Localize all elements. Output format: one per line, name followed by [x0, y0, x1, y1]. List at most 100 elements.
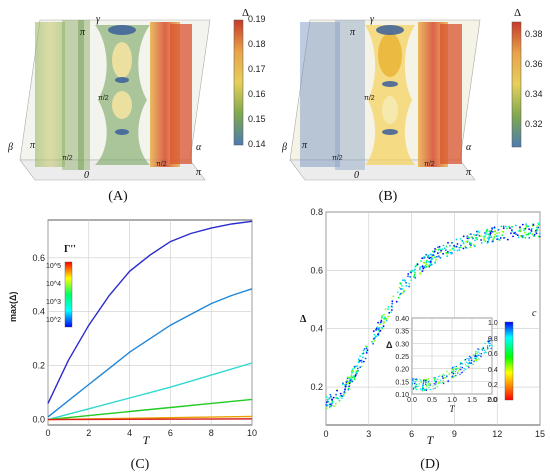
- inset-scatter-point: [420, 381, 422, 384]
- scatter-point: [467, 240, 469, 243]
- scatter-point: [522, 235, 525, 237]
- scatter-point: [390, 305, 393, 308]
- scatter-point: [492, 231, 494, 233]
- inset-scatter-point: [428, 387, 430, 389]
- inset-scatter-point: [414, 378, 417, 381]
- scatter-point: [452, 247, 454, 250]
- scatter-point: [501, 230, 504, 233]
- scatter-point: [388, 312, 391, 314]
- scatter-point: [525, 223, 527, 226]
- scatter-point: [461, 240, 464, 243]
- inset-scatter-point: [455, 374, 457, 377]
- scatter-point: [440, 249, 442, 252]
- inset-scatter-point: [465, 365, 467, 367]
- scatter-point: [326, 400, 329, 403]
- inset-scatter-point: [420, 380, 422, 383]
- panel-d-colorbar-tick: 1.0: [488, 320, 498, 327]
- scatter-point: [473, 233, 475, 236]
- inset-scatter-point: [480, 348, 483, 351]
- inset-scatter-point: [489, 337, 491, 340]
- scatter-point: [362, 352, 365, 355]
- inset-scatter-point: [451, 368, 453, 371]
- panel-d-colorbar-tick: 0.2: [488, 382, 498, 389]
- inset-scatter-point: [467, 362, 469, 365]
- panel-d-colorbar: [504, 321, 514, 401]
- inset-scatter-point: [411, 383, 414, 385]
- scatter-point: [434, 248, 436, 250]
- y-tick-label: 0.0: [32, 415, 45, 425]
- inset-scatter-point: [471, 359, 473, 361]
- inset-scatter-point: [447, 380, 449, 382]
- inset-scatter-point: [476, 354, 478, 357]
- inset-scatter-point: [428, 380, 430, 382]
- scatter-point: [517, 236, 520, 239]
- scatter-point: [344, 388, 346, 390]
- inset-scatter-point: [477, 348, 479, 350]
- scatter-point: [480, 235, 482, 238]
- scatter-point: [524, 231, 526, 234]
- panel-a-colorbar-tick: 0.14: [248, 139, 266, 149]
- scatter-point: [421, 257, 424, 260]
- inset-scatter-point: [472, 354, 475, 356]
- scatter-point: [496, 232, 498, 235]
- inset-scatter-point: [451, 370, 454, 373]
- panel-b-colorbar-tick: 0.32: [525, 119, 543, 129]
- scatter-point: [470, 244, 472, 247]
- panel-a-pi-left-label: π: [30, 140, 36, 151]
- scatter-point: [486, 237, 489, 240]
- scatter-point: [521, 234, 523, 237]
- panel-d-x-axis-label: T: [427, 433, 435, 447]
- inset-scatter-point: [488, 342, 490, 344]
- panel-a-colorbar-tick: 0.18: [248, 39, 266, 49]
- inset-scatter-point: [429, 382, 431, 385]
- scatter-point: [330, 405, 333, 408]
- scatter-point: [366, 349, 369, 351]
- scatter-point: [383, 317, 385, 320]
- inset-scatter-point: [434, 387, 436, 389]
- scatter-point: [478, 231, 481, 234]
- x-tick-label: 3: [366, 429, 371, 439]
- inset-scatter-point: [420, 379, 422, 381]
- scatter-point: [348, 384, 351, 387]
- scatter-point: [405, 281, 407, 284]
- inset-scatter-point: [453, 369, 455, 371]
- scatter-point: [346, 379, 349, 382]
- scatter-point: [519, 226, 521, 229]
- scatter-point: [351, 380, 354, 383]
- panel-a-halfpi-left-label: π/2: [62, 155, 73, 162]
- scatter-point: [341, 395, 344, 397]
- inset-scatter-point: [425, 382, 427, 385]
- scatter-point: [488, 230, 491, 233]
- scatter-point: [485, 233, 487, 235]
- scatter-point: [429, 262, 432, 265]
- scatter-point: [439, 251, 441, 254]
- scatter-point: [377, 328, 380, 331]
- x-tick-label: 6: [168, 428, 173, 438]
- series-line: [47, 418, 253, 421]
- inset-scatter-point: [467, 365, 469, 367]
- scatter-point: [359, 366, 362, 369]
- inset-scatter-point: [489, 342, 491, 344]
- inset-scatter-point: [453, 366, 455, 368]
- scatter-point: [428, 257, 431, 260]
- inset-scatter-point: [470, 357, 472, 359]
- inset-scatter-point: [460, 361, 462, 364]
- scatter-point: [325, 404, 328, 407]
- inset-scatter-point: [482, 349, 484, 351]
- scatter-point: [381, 316, 383, 319]
- inset-scatter-point: [416, 388, 418, 391]
- scatter-point: [377, 321, 379, 324]
- scatter-point: [514, 224, 517, 227]
- panel-a-colorbar-title: Δ: [242, 7, 249, 19]
- scatter-point: [535, 228, 538, 231]
- inset-scatter-point: [439, 379, 441, 381]
- y-tick-label: 0.30: [395, 341, 409, 348]
- scatter-point: [447, 241, 449, 244]
- panel-b-halfpi-mid-label: π/2: [364, 95, 375, 102]
- scatter-point: [447, 251, 449, 253]
- scatter-point: [434, 256, 436, 259]
- inset-scatter-point: [459, 363, 462, 365]
- scatter-point: [486, 240, 489, 243]
- inset-scatter-point: [480, 355, 482, 358]
